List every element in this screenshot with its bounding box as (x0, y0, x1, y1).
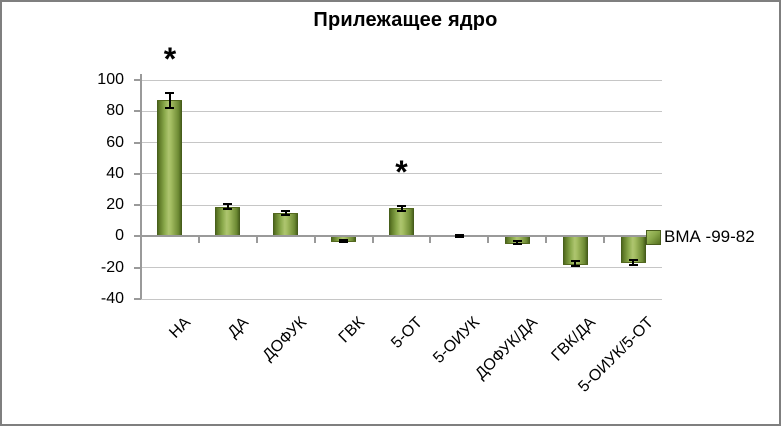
x-axis-tick (603, 237, 606, 244)
x-axis-tick (140, 237, 142, 244)
y-tick-label: 60 (106, 133, 124, 151)
error-bar-cap (628, 263, 638, 266)
gridline (141, 173, 662, 175)
x-tick-label: 5-ОИУК/5-ОТ (575, 314, 658, 396)
error-bar-cap (223, 208, 233, 211)
bar (215, 206, 241, 237)
x-axis-tick (197, 237, 200, 244)
x-axis-tick (545, 237, 548, 244)
y-axis-tick (134, 141, 141, 144)
y-axis-tick (134, 204, 141, 207)
y-axis-tick (134, 79, 141, 81)
error-bar (516, 241, 519, 245)
significance-asterisk: * (395, 153, 408, 190)
error-bar (458, 234, 461, 237)
bar (389, 208, 414, 237)
y-axis-tick (134, 110, 141, 113)
error-bar-cap (454, 235, 464, 238)
bar (562, 237, 588, 265)
error-bar (284, 210, 287, 216)
x-tick-label: ГВК/ДА (548, 314, 600, 365)
y-axis-tick (134, 266, 141, 269)
y-tick-label: -20 (100, 258, 124, 276)
gridline (141, 142, 662, 144)
gridline (141, 267, 662, 269)
error-bar-cap (339, 238, 349, 241)
error-bar-cap (512, 240, 522, 243)
bar (157, 100, 183, 237)
error-bar-cap (281, 214, 291, 217)
error-bar (632, 259, 635, 265)
x-axis-tick (313, 237, 316, 244)
y-tick-label: -40 (100, 290, 124, 307)
error-bar-cap (570, 260, 580, 263)
error-bar (400, 205, 403, 211)
x-axis-tick (429, 237, 432, 244)
error-bar-cap (165, 107, 175, 110)
x-tick-label: ДОФУК (259, 314, 310, 365)
error-bar (574, 261, 577, 267)
y-axis-tick (134, 172, 141, 175)
gridline (141, 110, 662, 112)
error-bar (226, 204, 229, 210)
error-bar-cap (570, 265, 580, 268)
error-bar-cap (397, 204, 406, 207)
error-bar-cap (512, 243, 522, 246)
y-tick-label: 100 (97, 71, 124, 88)
legend-label: ВМА -99-82 (664, 227, 755, 246)
error-bar-cap (397, 209, 406, 212)
x-tick-label: ДА (224, 314, 252, 342)
legend-marker-icon (646, 229, 661, 245)
bar (273, 212, 299, 237)
y-axis-line (140, 74, 142, 299)
error-bar-cap (165, 91, 175, 94)
error-bar-cap (223, 203, 233, 206)
y-tick-label: 0 (115, 227, 124, 245)
x-axis-line (134, 235, 662, 238)
x-axis-tick (487, 237, 490, 244)
error-bar-cap (339, 241, 349, 244)
x-axis-tick (371, 237, 374, 244)
chart-title: Прилежащее ядро (313, 9, 498, 31)
error-bar-cap (281, 209, 291, 212)
significance-asterisk: * (163, 40, 177, 77)
y-axis-tick (134, 298, 141, 300)
y-tick-label: 80 (106, 102, 124, 120)
x-axis-tick (255, 237, 258, 244)
gridline (141, 79, 662, 81)
gridline (141, 298, 662, 300)
y-tick-label: 20 (106, 196, 124, 214)
error-bar-cap (454, 233, 464, 236)
error-bar (342, 239, 345, 243)
error-bar (168, 92, 171, 109)
x-tick-label: ДОФУК/ДА (472, 314, 542, 383)
x-tick-label: НА (166, 314, 194, 342)
legend: ВМА -99-82 (646, 227, 755, 247)
y-tick-label: 40 (106, 164, 124, 182)
error-bar-cap (628, 258, 638, 261)
